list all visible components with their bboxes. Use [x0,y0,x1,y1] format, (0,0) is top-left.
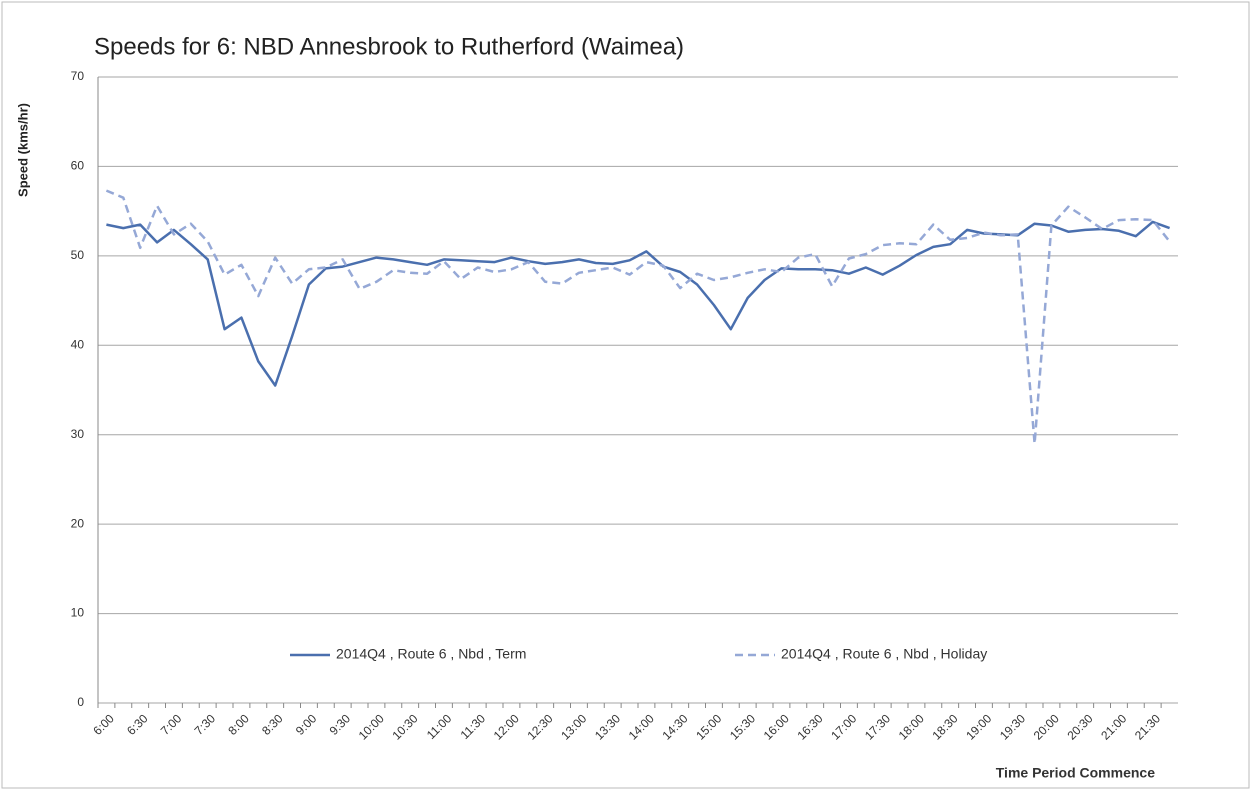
y-tick-label: 60 [71,159,85,173]
y-tick-label: 50 [71,248,85,262]
y-tick-label: 70 [71,69,85,83]
y-tick-label: 40 [71,337,85,351]
legend-label: 2014Q4 , Route 6 , Nbd , Term [336,646,526,662]
chart-title: Speeds for 6: NBD Annesbrook to Rutherfo… [94,33,684,60]
data-line [106,220,1171,387]
x-axis-label: Time Period Commence [996,765,1155,781]
y-tick-label: 10 [71,606,85,620]
data-line [105,189,1171,445]
y-tick-label: 0 [77,695,84,709]
legend-label: 2014Q4 , Route 6 , Nbd , Holiday [781,646,987,662]
y-tick-label: 20 [71,516,85,530]
y-axis-label: Speed (kms/hr) [15,103,30,197]
y-tick-label: 30 [71,427,85,441]
